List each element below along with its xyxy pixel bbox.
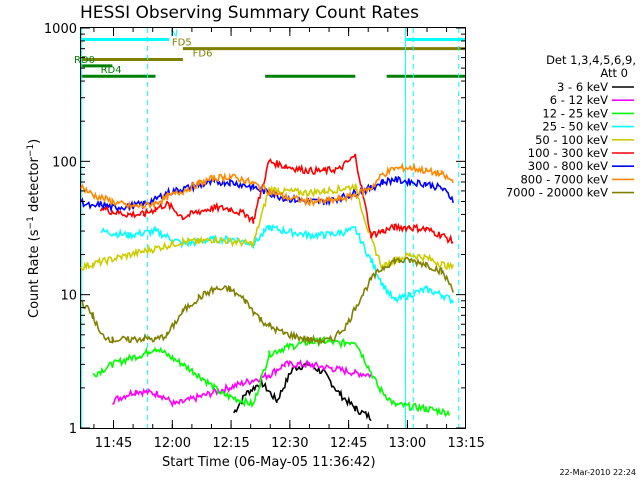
x-tick-label: 13:00 [389,436,426,451]
y-axis: 1 10 100 1000 [44,22,465,437]
state-bar-label: RD0 [74,55,95,66]
legend-label: 25 - 50 keV [542,120,608,134]
series-line [80,162,454,211]
state-bar-label: N [170,28,177,39]
legend-label: 7000 - 20000 keV [506,186,608,200]
legend-header-line-1: Det 1,3,4,5,6,9, [546,53,636,67]
legend-label: 12 - 25 keV [542,106,608,120]
state-bar-label: FD6 [193,49,213,60]
state-bar-label: RD4 [101,65,122,76]
y-axis-label-exp-1: −1 [26,216,36,229]
legend-label: 3 - 6 keV [557,80,608,94]
y-tick-label: 1000 [44,22,77,37]
y-axis-label-exp-2: −1 [26,144,36,157]
series-line [92,335,451,418]
x-tick-label: 11:45 [95,436,132,451]
x-tick-label: 12:30 [271,436,308,451]
legend-header-line-2: Att 0 [600,66,628,80]
y-tick-label: 10 [60,289,77,304]
state-bar-label: FD5 [172,38,192,49]
series-line [80,255,454,347]
series-line [100,223,454,305]
x-axis-label: Start Time (06-May-05 11:36:42) [162,455,376,470]
series-group [80,153,454,422]
x-tick-label: 12:00 [154,436,191,451]
chart-title: HESSI Observing Summary Count Rates [80,3,419,23]
footer-date: 22-Mar-2010 22:24 [560,468,637,477]
plot-frame [80,27,466,429]
legend-label: 300 - 800 keV [528,159,608,173]
series-line [233,359,372,422]
x-axis: 11:45 12:00 12:15 12:30 12:45 13:00 13:15 [93,28,485,451]
x-tick-label: 12:45 [330,436,367,451]
y-axis-label-part-3: ) [27,139,42,144]
y-tick-label: 1 [69,422,77,437]
series-line [99,153,454,245]
x-tick-label: 13:15 [447,436,484,451]
y-axis-label-part-1: Count Rate (s [27,229,42,318]
y-tick-label: 100 [52,155,77,170]
y-axis-label-part-2: detector [27,157,42,217]
legend-label: 6 - 12 keV [550,93,608,107]
x-tick-label: 12:15 [212,436,249,451]
legend-label: 800 - 7000 keV [520,172,608,186]
legend-label: 50 - 100 keV [535,133,608,147]
y-axis-label: Count Rate (s−1 detector−1) [26,139,42,318]
series-line [112,358,372,408]
legend-label: 100 - 300 keV [528,146,608,160]
